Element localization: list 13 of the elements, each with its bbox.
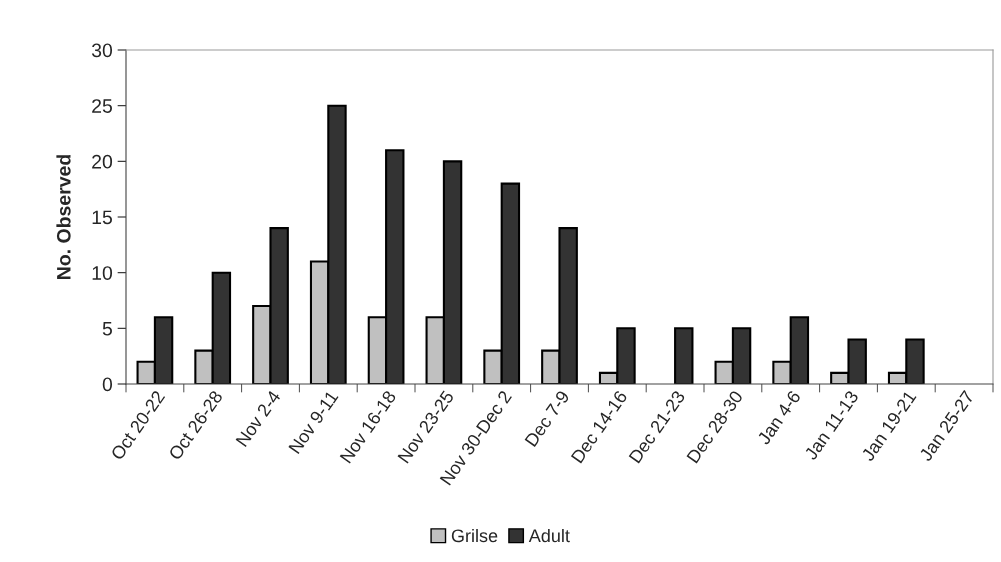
legend-label: Adult — [528, 528, 570, 543]
bar — [674, 327, 694, 384]
x-tick-label: Jan 4-6 — [756, 389, 802, 446]
y-tick-label: 30 — [91, 43, 113, 58]
y-tick-label: 25 — [92, 99, 112, 113]
y-tick-label: 10 — [92, 266, 113, 280]
y-tick-label: 20 — [92, 154, 113, 169]
y-axis-title: No. Observed — [56, 155, 71, 279]
y-tick-label: 0 — [102, 377, 113, 392]
legend-label: Grilse — [451, 528, 498, 543]
y-tick-label: 15 — [92, 210, 112, 225]
y-tick-label: 5 — [102, 322, 112, 336]
x-tick-label: Dec 7-9 — [524, 389, 570, 448]
